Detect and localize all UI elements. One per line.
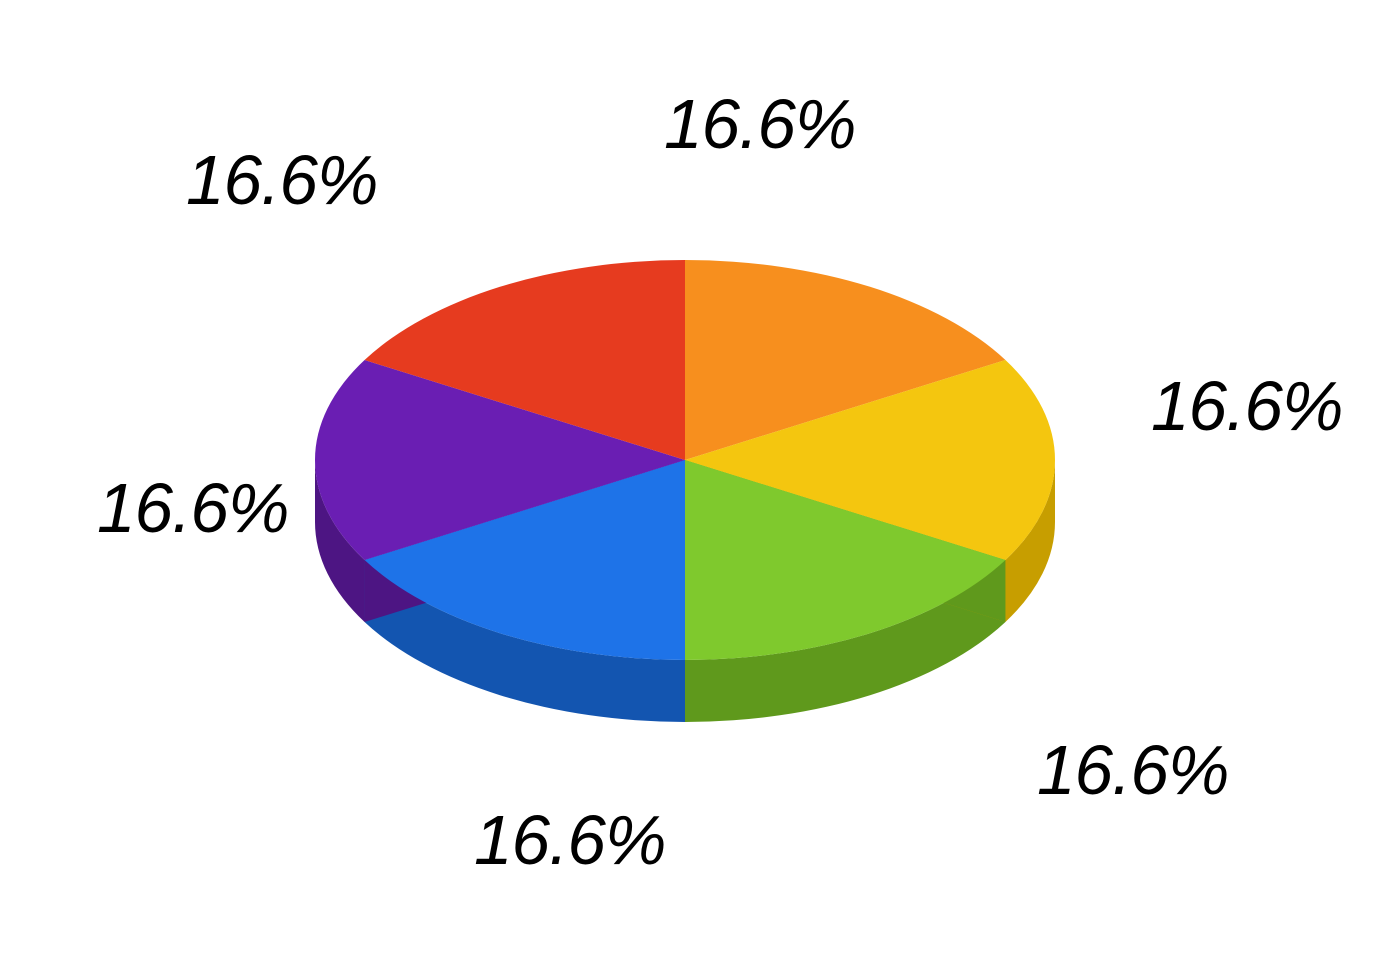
pie-chart-3d: 16.6% 16.6% 16.6% 16.6% 16.6% 16.6% bbox=[0, 0, 1400, 980]
pie-slice-label: 16.6% bbox=[1151, 372, 1343, 441]
pie-slice-label: 16.6% bbox=[664, 90, 856, 159]
pie-slice-label: 16.6% bbox=[186, 146, 378, 215]
pie-slice-label: 16.6% bbox=[97, 474, 289, 543]
pie-slice-label: 16.6% bbox=[1037, 736, 1229, 805]
pie-slice-label: 16.6% bbox=[474, 806, 666, 875]
